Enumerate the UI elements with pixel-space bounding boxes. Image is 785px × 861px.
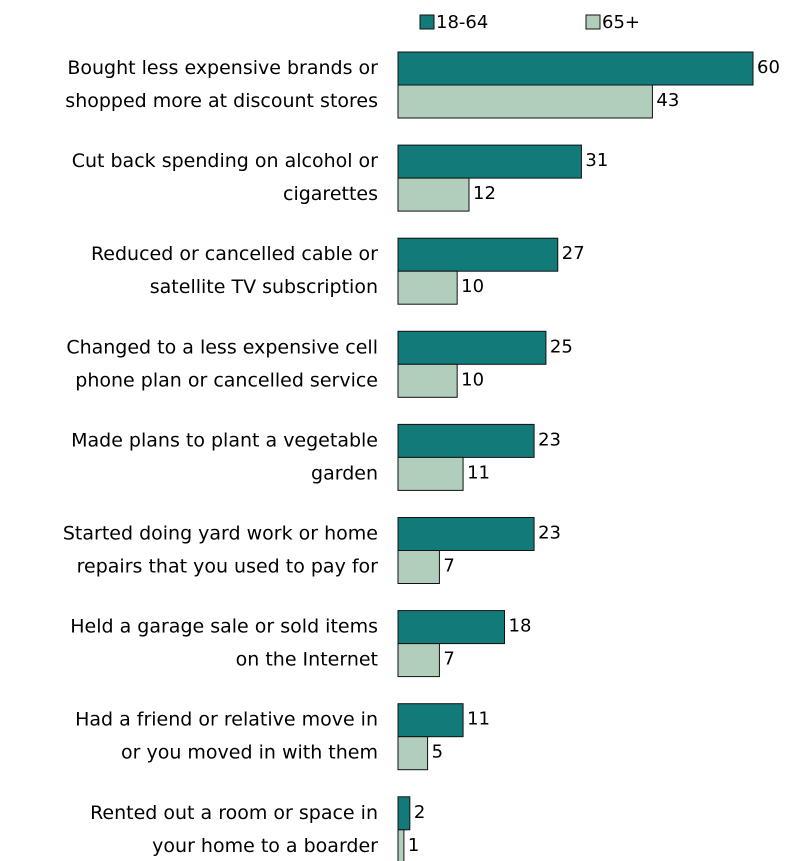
bar-65-plus [397,84,653,119]
bar-65-plus [397,177,470,212]
bar-65-plus [397,363,458,398]
category-label: Started doing yard work or home repairs t… [63,523,378,578]
value-label-18-64: 25 [550,336,573,357]
value-label-65-plus: 11 [467,462,490,483]
value-label-65-plus: 10 [461,276,484,297]
value-label-65-plus: 7 [443,556,454,577]
bar-18-64 [397,330,547,365]
bar-18-64 [397,237,559,272]
category-label: Bought less expensive brands or shopped m… [65,57,378,112]
value-label-18-64: 31 [585,150,608,171]
bar-65-plus [397,550,440,584]
value-label-65-plus: 7 [443,649,454,670]
category-label: Cut back spending on alcohol or cigarette… [72,150,378,205]
bar-65-plus [397,643,440,678]
bar-65-plus [397,270,458,305]
legend-swatch-65-plus [585,14,601,30]
category-label: Reduced or cancelled cable or satellite T… [91,243,378,298]
legend-swatch-18-64 [419,14,435,30]
value-label-18-64: 11 [467,709,490,730]
category-label: Held a garage sale or sold items on the I… [70,616,378,671]
legend-label-18-64: 18-64 [436,12,488,33]
bars [397,51,754,861]
value-label-65-plus: 5 [432,742,443,763]
category-label: Made plans to plant a vegetable garden [71,429,378,484]
bar-18-64 [397,144,582,179]
bar-65-plus [397,736,429,771]
value-label-65-plus: 1 [408,835,419,856]
bar-18-64 [397,423,535,458]
value-labels: 60 43 31 12 27 10 25 10 23 11 23 7 18 7 11 5 2 1 [408,57,780,856]
bar-18-64 [397,796,411,831]
legend: 18-64 65+ [419,12,640,33]
value-label-18-64: 18 [509,616,532,637]
category-label: Changed to a less expensive cell phone pl… [66,336,378,391]
bar-65-plus [397,829,405,861]
bar-18-64 [397,703,464,738]
value-label-18-64: 23 [538,429,561,450]
value-label-18-64: 27 [562,243,585,264]
legend-label-65-plus: 65+ [602,12,640,33]
bar-18-64 [397,610,505,645]
value-label-18-64: 23 [538,523,561,544]
value-label-65-plus: 43 [656,90,679,111]
category-labels: Bought less expensive brands or shopped m… [63,57,378,857]
category-label: Rented out a room or space in your home t… [90,802,378,857]
value-label-18-64: 60 [757,57,780,78]
bar-18-64 [397,51,754,86]
category-label: Had a friend or relative move in or you m… [75,709,378,764]
bar-65-plus [397,456,464,491]
value-label-65-plus: 10 [461,369,484,390]
value-label-65-plus: 12 [473,183,496,204]
bar-18-64 [397,517,535,551]
value-label-18-64: 2 [414,802,425,823]
